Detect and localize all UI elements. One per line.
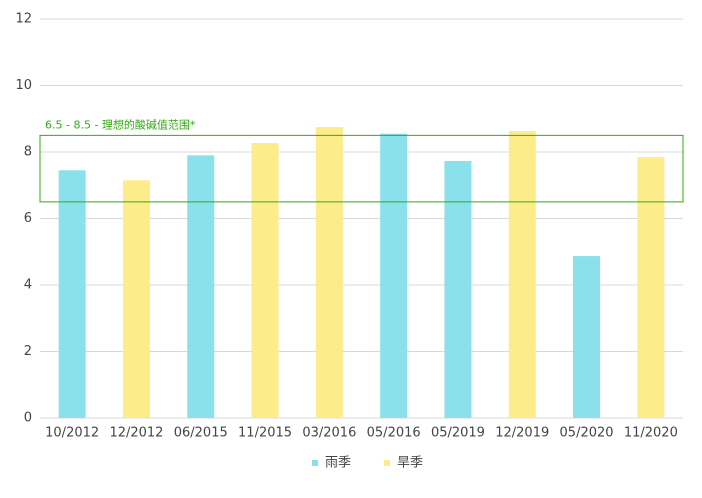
y-tick-label: 2 xyxy=(24,344,32,359)
x-tick-label: 05/2020 xyxy=(560,426,614,441)
x-tick-label: 06/2015 xyxy=(174,426,228,441)
x-tick-label: 11/2015 xyxy=(238,426,292,441)
y-tick-label: 0 xyxy=(24,411,32,426)
y-tick-label: 8 xyxy=(24,145,32,160)
bar xyxy=(251,143,279,418)
legend-label: 雨季 xyxy=(325,456,351,471)
legend-marker xyxy=(312,460,318,466)
x-tick-label: 05/2019 xyxy=(431,426,485,441)
x-tick-label: 12/2019 xyxy=(495,426,549,441)
bar xyxy=(380,133,408,418)
bar xyxy=(315,127,343,418)
range-band xyxy=(39,134,684,203)
legend-label: 旱季 xyxy=(397,456,423,471)
bar xyxy=(637,156,665,419)
y-tick-label: 6 xyxy=(24,211,32,226)
range-band-label: 6.5 - 8.5 - 理想的酸碱值范围* xyxy=(45,117,196,131)
bar xyxy=(58,170,86,418)
x-tick-label: 11/2020 xyxy=(624,426,678,441)
legend-marker xyxy=(384,460,390,466)
x-tick-label: 12/2012 xyxy=(109,426,163,441)
x-tick-label: 05/2016 xyxy=(367,426,421,441)
bar xyxy=(444,160,472,419)
y-tick-label: 4 xyxy=(24,278,32,293)
bar xyxy=(122,180,150,418)
bar xyxy=(573,256,601,418)
y-tick-label: 10 xyxy=(15,78,32,93)
x-tick-label: 10/2012 xyxy=(45,426,99,441)
bar xyxy=(508,131,536,419)
bar xyxy=(187,155,215,418)
x-tick-label: 03/2016 xyxy=(302,426,356,441)
y-tick-label: 12 xyxy=(15,12,32,27)
